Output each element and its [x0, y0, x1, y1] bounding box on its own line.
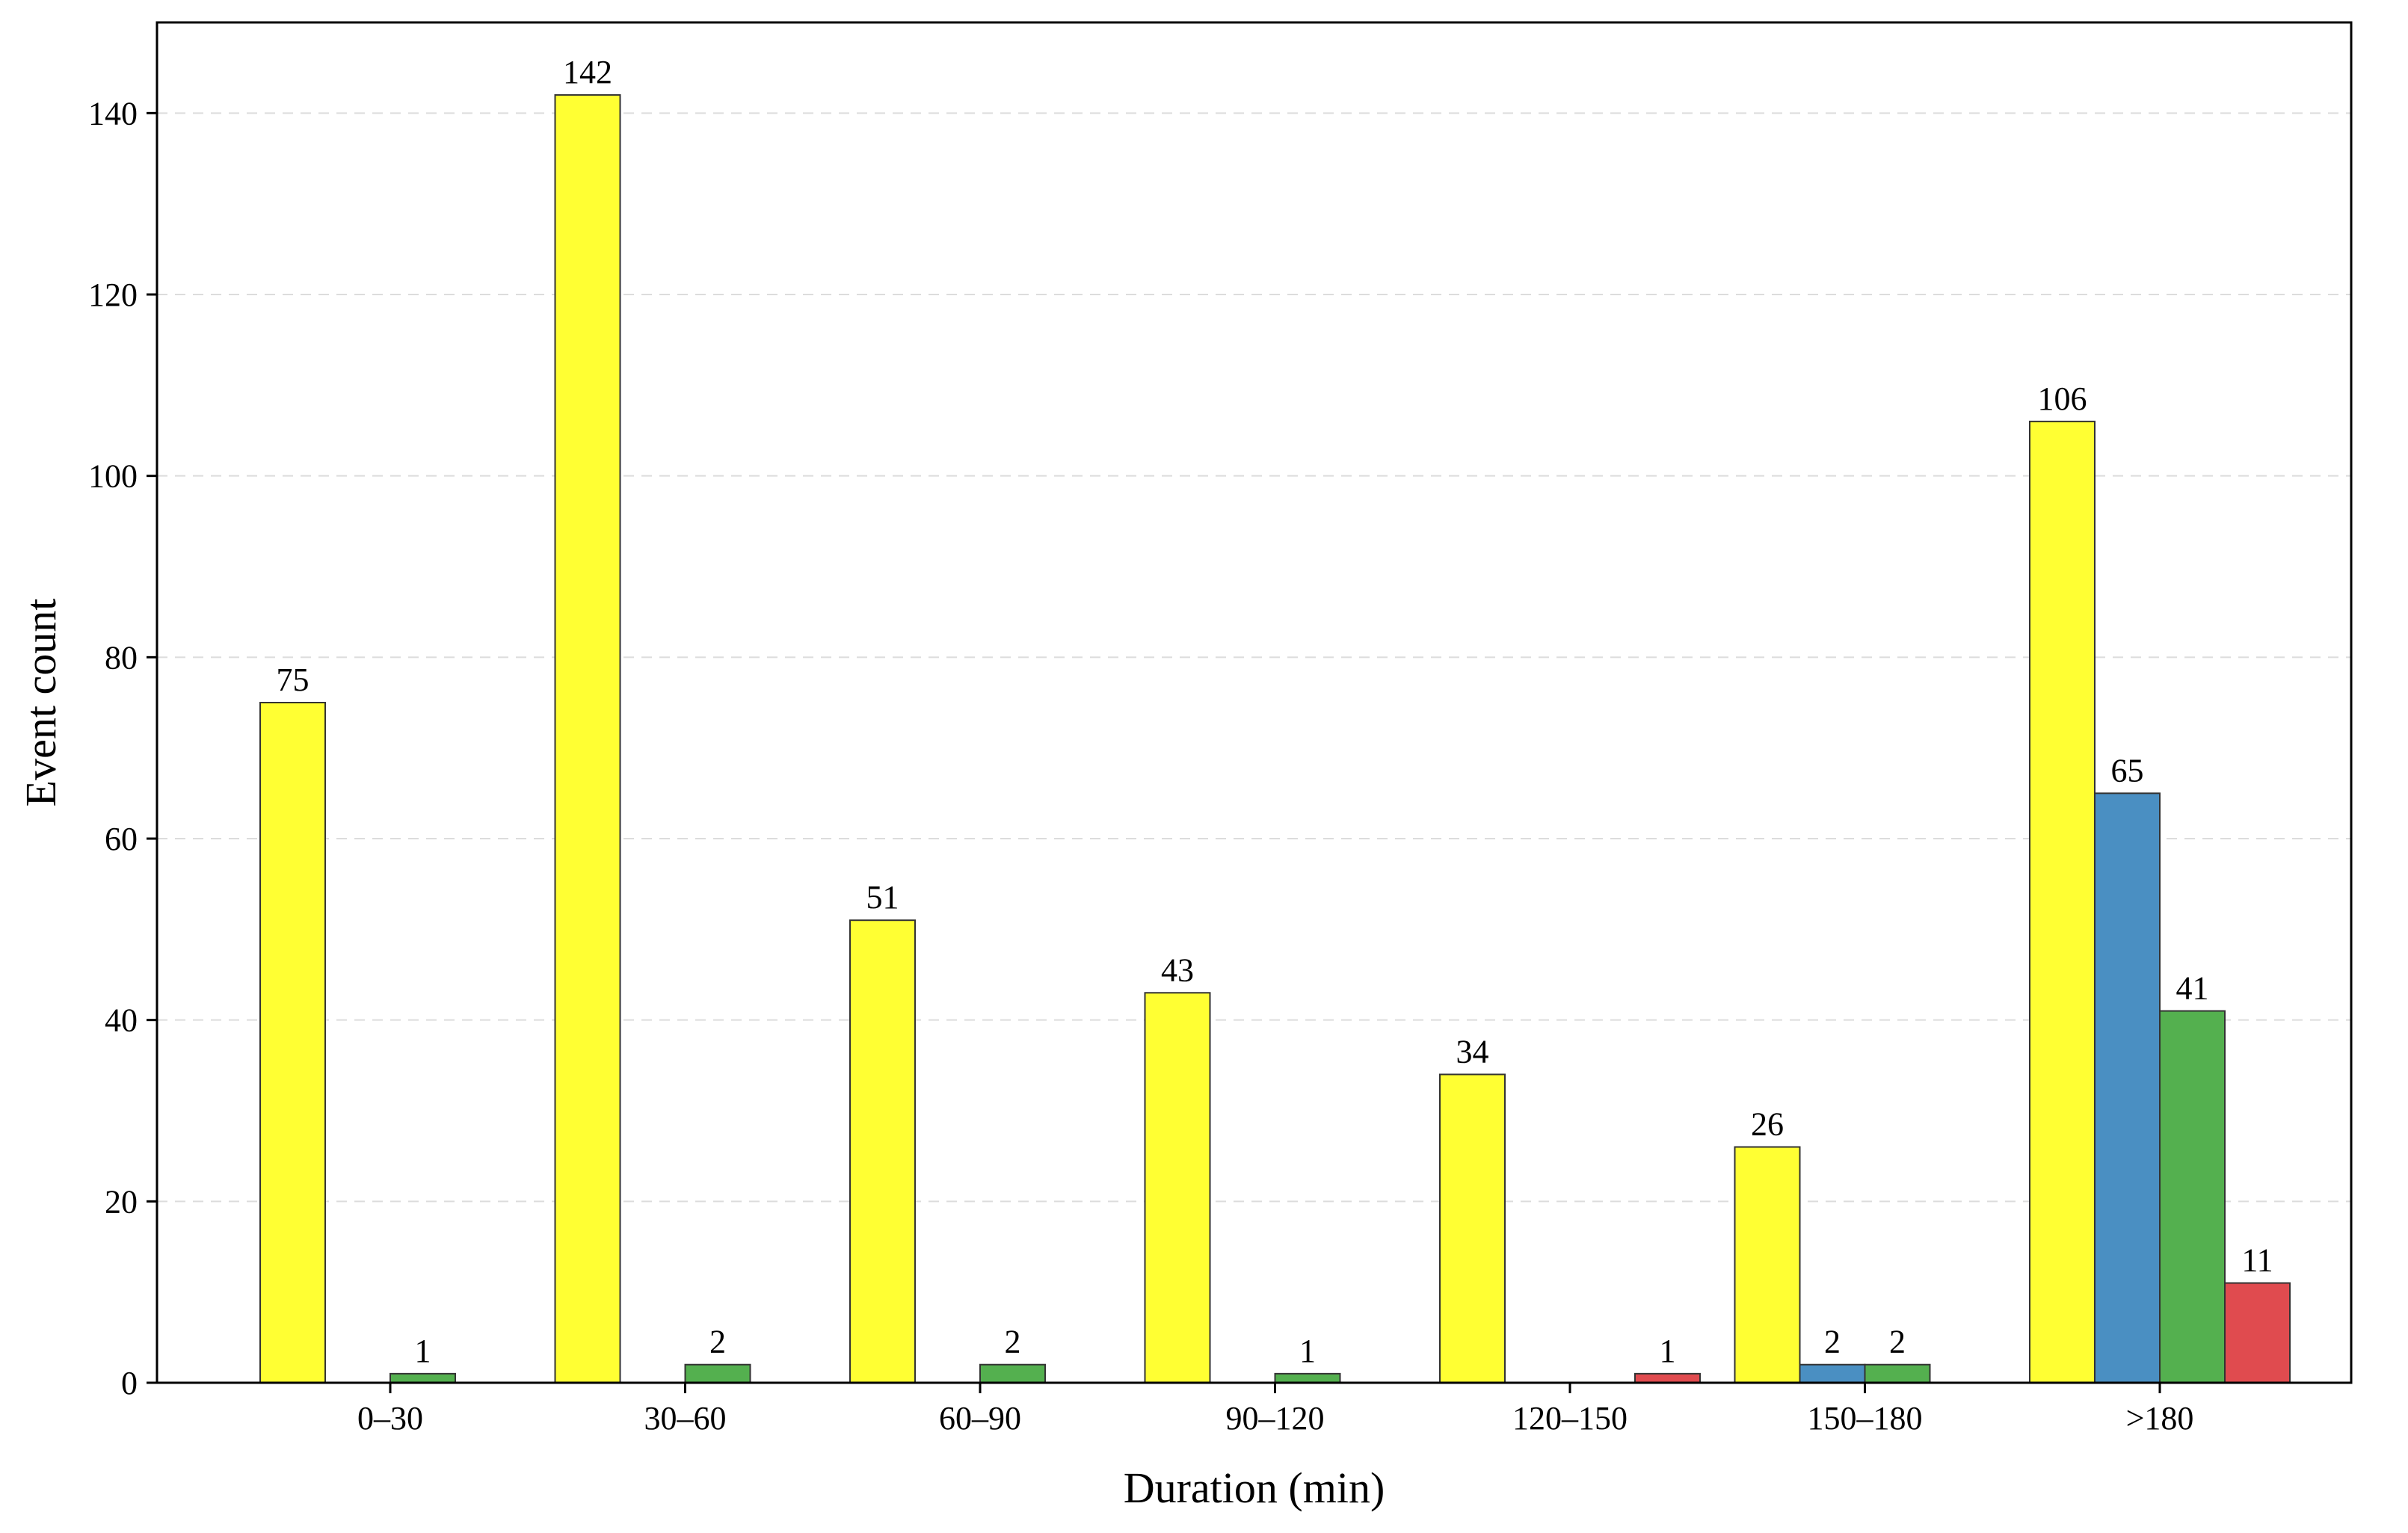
x-tick-label: 90–120	[1226, 1400, 1325, 1437]
bar	[1864, 1363, 1931, 1384]
y-tick-label: 100	[88, 458, 138, 495]
y-tick-label: 60	[105, 821, 138, 857]
data-label: 2	[709, 1324, 726, 1360]
bar	[1274, 1372, 1341, 1384]
data-label: 2	[1005, 1324, 1021, 1360]
bar	[2159, 1010, 2226, 1384]
y-tick-label: 80	[105, 639, 138, 676]
bar	[2224, 1282, 2291, 1384]
data-label: 1	[1299, 1333, 1316, 1369]
data-label: 34	[1456, 1033, 1489, 1070]
x-tick-label: >180	[2126, 1400, 2194, 1437]
gridlines	[157, 112, 2351, 1203]
y-tick-label: 0	[121, 1365, 138, 1401]
bar	[1734, 1146, 1801, 1384]
data-label: 11	[2241, 1242, 2273, 1279]
data-label: 2	[1889, 1324, 1906, 1360]
bar	[554, 94, 621, 1384]
data-label: 75	[277, 661, 310, 698]
x-tick-label: 0–30	[357, 1400, 423, 1437]
y-tick-label: 120	[88, 277, 138, 313]
bar	[1799, 1363, 1866, 1384]
bar	[684, 1363, 751, 1384]
data-label: 41	[2176, 970, 2209, 1007]
bar	[979, 1363, 1046, 1384]
y-axis-title: Event count	[16, 599, 65, 807]
data-label: 1	[1660, 1333, 1676, 1369]
data-label: 65	[2111, 752, 2144, 789]
data-label: 1	[415, 1333, 431, 1369]
x-axis-title: Duration (min)	[1124, 1463, 1385, 1512]
bar	[1439, 1073, 1506, 1384]
bar	[259, 702, 326, 1384]
bar	[2029, 420, 2096, 1384]
bar	[1634, 1372, 1701, 1384]
y-axis: 0 20 40 60 80 100 120 140	[88, 95, 157, 1401]
y-tick-label: 140	[88, 95, 138, 132]
x-tick-label: 60–90	[939, 1400, 1021, 1437]
bar	[2094, 792, 2161, 1384]
x-tick-label: 150–180	[1808, 1400, 1923, 1437]
data-label: 26	[1751, 1106, 1784, 1143]
x-tick-label: 30–60	[644, 1400, 727, 1437]
plot-frame	[155, 21, 2353, 1384]
data-label: 2	[1824, 1324, 1841, 1360]
bar	[849, 919, 916, 1384]
x-axis: 0–30 30–60 60–90 90–120 120–150 150–180 >180	[357, 1383, 2193, 1437]
y-tick-label: 40	[105, 1002, 138, 1039]
data-label: 51	[866, 879, 899, 916]
bar	[1144, 992, 1211, 1384]
bar	[389, 1372, 456, 1384]
data-label: 106	[2038, 380, 2087, 417]
data-labels: 75 1 142 2 51 2 43 1 34 1 26 2 2 106 65 41 11	[277, 54, 2273, 1369]
x-tick-label: 120–150	[1512, 1400, 1628, 1437]
y-tick-label: 20	[105, 1183, 138, 1220]
bars	[259, 94, 2291, 1384]
data-label: 142	[563, 54, 612, 90]
data-label: 43	[1161, 951, 1194, 988]
